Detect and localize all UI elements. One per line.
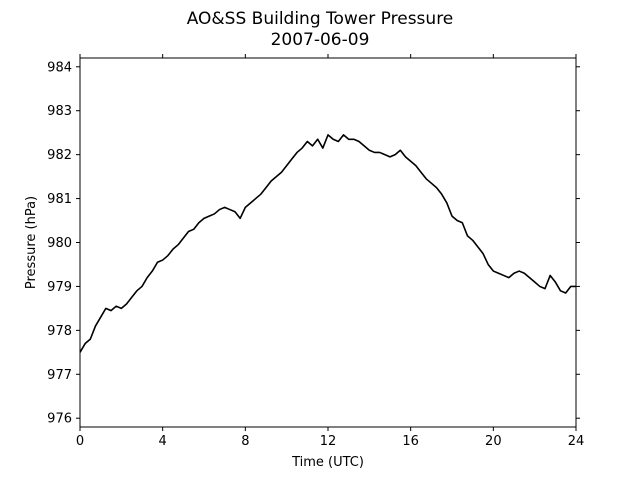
y-tick-label: 977: [47, 368, 72, 383]
x-tick-label: 16: [402, 434, 419, 449]
chart-title: AO&SS Building Tower Pressure: [187, 9, 454, 29]
y-tick-label: 979: [47, 280, 72, 295]
x-tick-label: 8: [241, 434, 249, 449]
x-tick-label: 20: [485, 434, 502, 449]
y-tick-label: 978: [47, 324, 72, 339]
y-tick-label: 984: [47, 60, 72, 75]
x-tick-label: 12: [320, 434, 337, 449]
y-tick-label: 983: [47, 104, 72, 119]
y-tick-label: 982: [47, 148, 72, 163]
x-axis-label: Time (UTC): [291, 455, 364, 470]
chart-subtitle: 2007-06-09: [271, 30, 370, 50]
series-group: [79, 134, 576, 353]
y-axis-label: Pressure (hPa): [24, 196, 39, 289]
x-tick-label: 24: [568, 434, 585, 449]
axis-ticks: 0 4 8 12 16 20 24 976 977 978 979 980 981 982 983 984: [47, 54, 584, 449]
plot-frame: [79, 57, 577, 428]
x-tick-label: 4: [159, 434, 167, 449]
y-tick-label: 981: [47, 192, 72, 207]
x-tick-label: 0: [76, 434, 84, 449]
y-tick-label: 976: [47, 412, 72, 427]
y-tick-label: 980: [47, 236, 72, 251]
pressure-series-line: [79, 134, 576, 353]
